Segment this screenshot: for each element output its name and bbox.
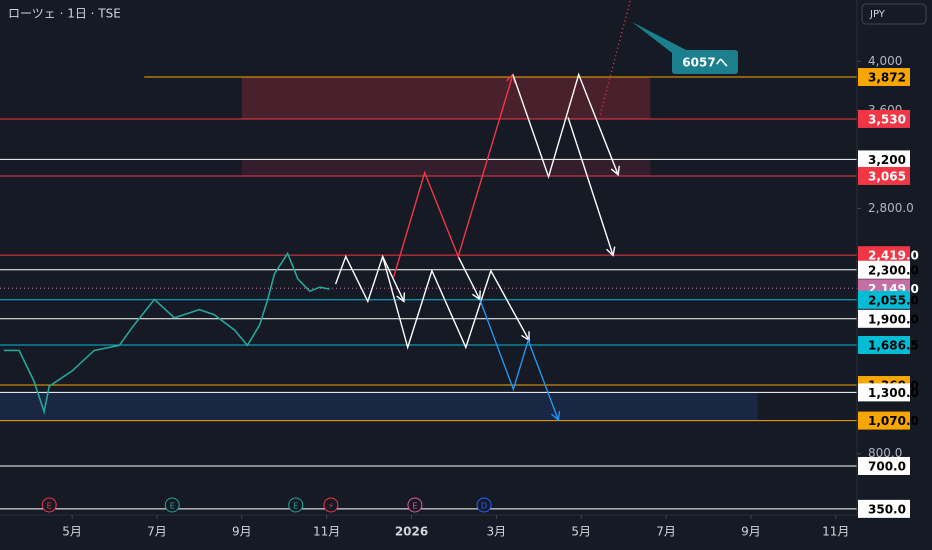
x-tick-label: 11月 (822, 525, 849, 539)
projection (567, 117, 614, 256)
x-tick-label: 9月 (232, 525, 252, 539)
price-level-label: 1,070.0 (868, 414, 919, 428)
price-level-label: 3,530 (868, 112, 906, 126)
y-tick-label: 2,800.0 (868, 201, 914, 215)
price-level-label: 1,300.0 (868, 386, 919, 400)
price-level-label: 2,055.0 (868, 293, 919, 307)
event-label: ⚡ (328, 502, 334, 511)
projection (512, 72, 619, 180)
projection-arrowhead (606, 246, 616, 257)
x-tick-label: 3月 (487, 525, 507, 539)
price-level-tag (858, 166, 910, 185)
x-tick-label: 5月 (571, 525, 591, 539)
projection-arrowhead (396, 292, 406, 303)
event-marker (288, 497, 304, 513)
x-tick-label: 9月 (741, 525, 761, 539)
price-line (3, 251, 330, 415)
price-level-tag (858, 456, 910, 475)
chart-title: ローツェ · 1日 · TSE (8, 7, 121, 21)
price-level-tag (858, 309, 910, 328)
price-level-label: 700.0 (868, 459, 906, 473)
zone (0, 392, 758, 421)
projection (382, 256, 530, 350)
event-marker (41, 497, 57, 513)
projection (393, 74, 514, 278)
event-label: D (481, 502, 487, 511)
event-label: E (47, 502, 52, 511)
event-marker (323, 497, 339, 513)
projection (479, 299, 559, 421)
x-tick-label: 7月 (656, 525, 676, 539)
annotation-text: 6057へ (682, 56, 727, 70)
currency-button[interactable] (861, 3, 927, 25)
projection (334, 254, 405, 304)
price-level-label: 2,419.0 (868, 249, 919, 263)
currency-label: JPY (869, 9, 886, 20)
projection (457, 256, 481, 300)
price-level-label: 2,300.0 (868, 263, 919, 277)
x-tick-label: 11月 (313, 525, 340, 539)
price-level-label: 1,900.0 (868, 312, 919, 326)
price-level-tag (858, 109, 910, 128)
price-level-tag (858, 246, 910, 265)
event-label: E (170, 502, 175, 511)
event-marker (164, 497, 180, 513)
price-level-label: 350.0 (868, 502, 906, 516)
y-tick-label: 800.0 (868, 446, 902, 460)
price-level-tag (858, 68, 910, 87)
annotation-pointer (632, 22, 690, 56)
x-tick-label: 5月 (62, 525, 82, 539)
price-level-tag (858, 290, 910, 309)
event-marker (407, 497, 423, 513)
event-label: E (293, 502, 298, 511)
x-tick-label: 2026 (395, 525, 428, 539)
annotation-box (672, 50, 738, 74)
projection (599, 0, 632, 115)
price-level-label: 1,686.5 (868, 338, 919, 352)
price-level-label: 3,065 (868, 169, 906, 183)
x-tick-label: 7月 (147, 525, 167, 539)
event-label: E (412, 502, 417, 511)
projection-arrowhead (521, 331, 530, 342)
price-level-tag (858, 260, 910, 279)
price-level-label: 3,872 (868, 71, 906, 85)
y-tick-label: 4,000 (868, 54, 902, 68)
projection-arrowhead (551, 410, 561, 422)
price-level-label: 3,200 (868, 153, 906, 167)
price-level-tag (858, 383, 910, 402)
price-level-tag (858, 499, 910, 518)
price-level-tag (858, 411, 910, 430)
zone (241, 77, 651, 119)
projection-arrowhead (610, 165, 620, 177)
event-marker (476, 497, 492, 513)
price-level-tag (858, 150, 910, 169)
price-level-tag (858, 335, 910, 354)
zone (241, 159, 651, 176)
